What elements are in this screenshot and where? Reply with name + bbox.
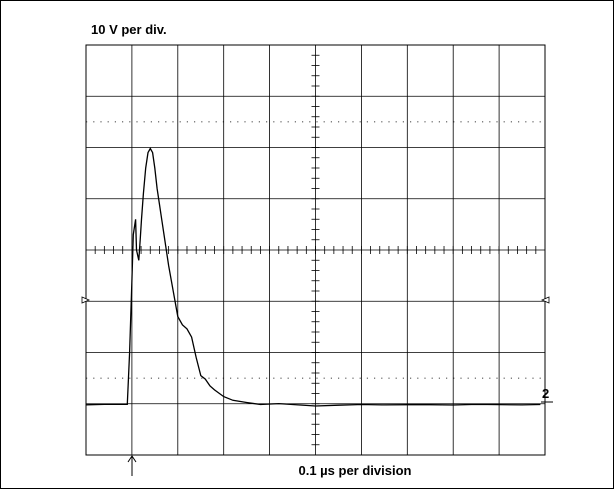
center-axis-ticks	[94, 54, 537, 446]
left-trigger-level-icon	[81, 296, 91, 304]
trigger-position-arrow-icon	[127, 455, 137, 476]
waveform-trace	[85, 147, 541, 407]
channel-2-marker: 2	[542, 386, 549, 401]
horizontal-scale-label: 0.1 µs per division	[299, 463, 412, 478]
dotted-reference-lines	[86, 121, 545, 379]
right-trigger-level-icon	[540, 296, 550, 304]
vertical-scale-label: 10 V per div.	[91, 22, 167, 37]
